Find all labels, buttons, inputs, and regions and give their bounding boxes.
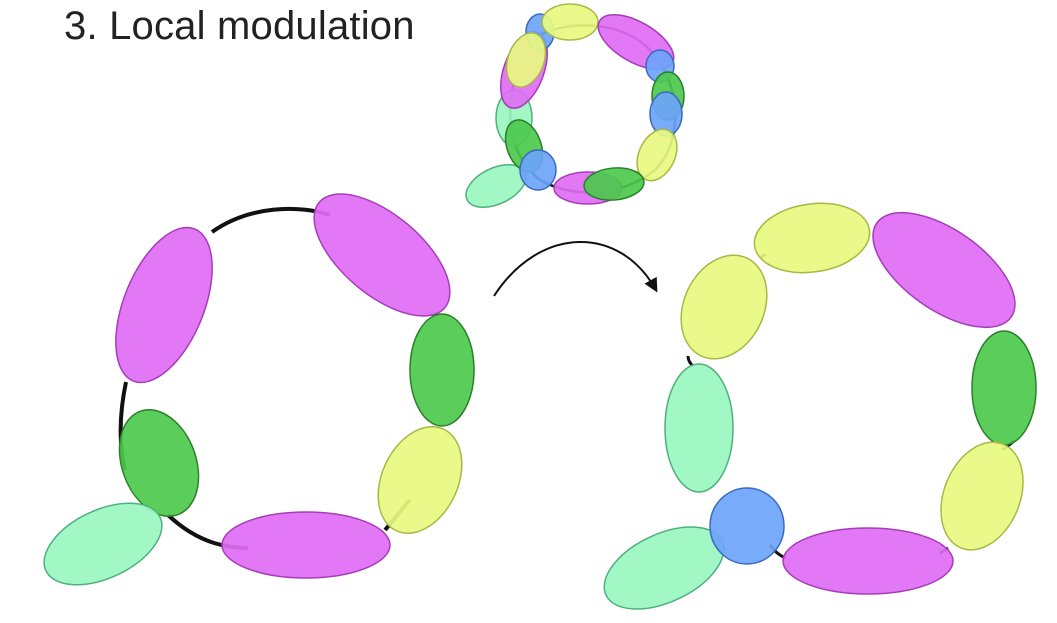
left-bead-magenta-top-right [313, 193, 451, 317]
left-bead-lime-right [377, 426, 463, 534]
small-bead-blue-bottom [519, 149, 557, 191]
transition-arrow [493, 241, 658, 297]
left-ring [43, 193, 475, 586]
right-bead-magenta-bottom [782, 527, 954, 595]
right-bead-lime-top [753, 202, 871, 274]
right-bead-magenta-top-right [872, 211, 1016, 329]
small-bead-green-bottom [583, 167, 645, 201]
small-bead-lime-left [505, 32, 547, 88]
left-ring-chain [118, 206, 412, 550]
right-bead-lime-right [940, 441, 1024, 551]
small-ring [465, 3, 685, 208]
right-bead-blue-modulated [709, 487, 785, 565]
slide-title: 3. Local modulation [64, 4, 415, 48]
left-bead-mint-tail [43, 502, 163, 586]
right-bead-mint-left [664, 363, 734, 493]
left-bead-green-right [409, 313, 475, 427]
small-bead-lime-right [636, 128, 678, 182]
right-bead-lime-upper-left [680, 254, 768, 360]
right-ring [603, 202, 1037, 610]
left-bead-magenta-upper-left [115, 226, 213, 384]
right-bead-green-right [971, 330, 1037, 446]
left-bead-green-left [118, 409, 200, 517]
small-bead-lime-top [541, 3, 599, 41]
left-bead-magenta-bottom [221, 511, 391, 579]
